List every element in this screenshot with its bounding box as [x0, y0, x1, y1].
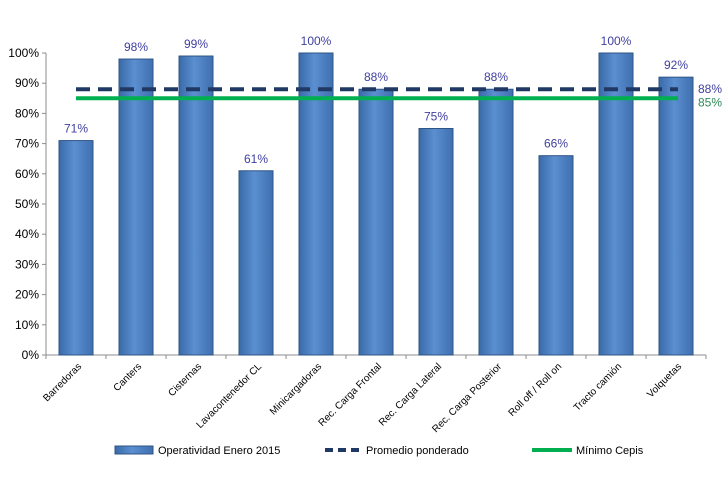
legend-average-label: Promedio ponderado — [366, 445, 469, 457]
bar-data-label: 75% — [424, 110, 448, 124]
x-category-label: Rec. Carga Frontal — [317, 361, 385, 429]
bar — [178, 55, 214, 356]
legend-minimum-label: Mínimo Cepis — [576, 445, 644, 457]
bar-data-label: 66% — [544, 137, 568, 151]
bar-data-label: 61% — [244, 152, 268, 166]
x-category-label: Cisternas — [166, 361, 204, 399]
bar — [538, 155, 574, 356]
x-category-label: Rec. Carga Posterior — [430, 361, 504, 435]
y-tick-label: 40% — [15, 227, 39, 241]
x-category-label: Minicargadoras — [268, 361, 324, 417]
y-tick-label: 0% — [22, 348, 40, 362]
bar-data-label: 98% — [124, 40, 148, 54]
minimum-line-label: 85% — [698, 95, 722, 109]
reference-lines: 88%85% — [76, 82, 722, 109]
bar-data-label: 99% — [184, 37, 208, 51]
x-category-label: Lavacontenedor CL — [195, 361, 265, 431]
legend-bar-swatch — [114, 445, 154, 455]
bar — [598, 52, 634, 356]
bar-data-label: 100% — [301, 34, 332, 48]
x-category-label: Barredoras — [41, 361, 84, 404]
legend: Operatividad Enero 2015 Promedio ponderad… — [114, 445, 644, 457]
y-tick-label: 10% — [15, 318, 39, 332]
y-tick-label: 20% — [15, 288, 39, 302]
bar — [238, 170, 274, 356]
bar-data-label: 88% — [484, 70, 508, 84]
y-tick-label: 50% — [15, 197, 39, 211]
bar-data-label: 100% — [601, 34, 632, 48]
x-category-label: Tracto camión — [572, 361, 624, 413]
bar-data-label: 92% — [664, 58, 688, 72]
x-category-label: Rec. Carga Lateral — [377, 361, 444, 428]
legend-bar-label: Operatividad Enero 2015 — [158, 445, 280, 457]
bar — [58, 140, 94, 356]
x-category-label: Roll off / Roll on — [507, 361, 565, 419]
y-tick-label: 90% — [15, 76, 39, 90]
y-tick-label: 30% — [15, 257, 39, 271]
bar — [478, 88, 514, 356]
average-line-label: 88% — [698, 82, 722, 96]
x-category-label: Canters — [112, 361, 145, 394]
bar — [298, 52, 334, 356]
bar-data-label: 88% — [364, 70, 388, 84]
y-tick-label: 80% — [15, 106, 39, 120]
bar-data-label: 71% — [64, 122, 88, 136]
bar — [658, 76, 694, 356]
bars-group: 71% 98% 99% 61% 100% 88% 75% 88% 66% 100% 92% — [58, 34, 694, 356]
bar — [418, 128, 454, 356]
y-tick-label: 60% — [15, 167, 39, 181]
bar — [118, 58, 154, 356]
y-tick-label: 100% — [8, 46, 39, 60]
bar — [358, 88, 394, 356]
y-tick-label: 70% — [15, 137, 39, 151]
x-category-label: Volquetas — [645, 361, 684, 400]
